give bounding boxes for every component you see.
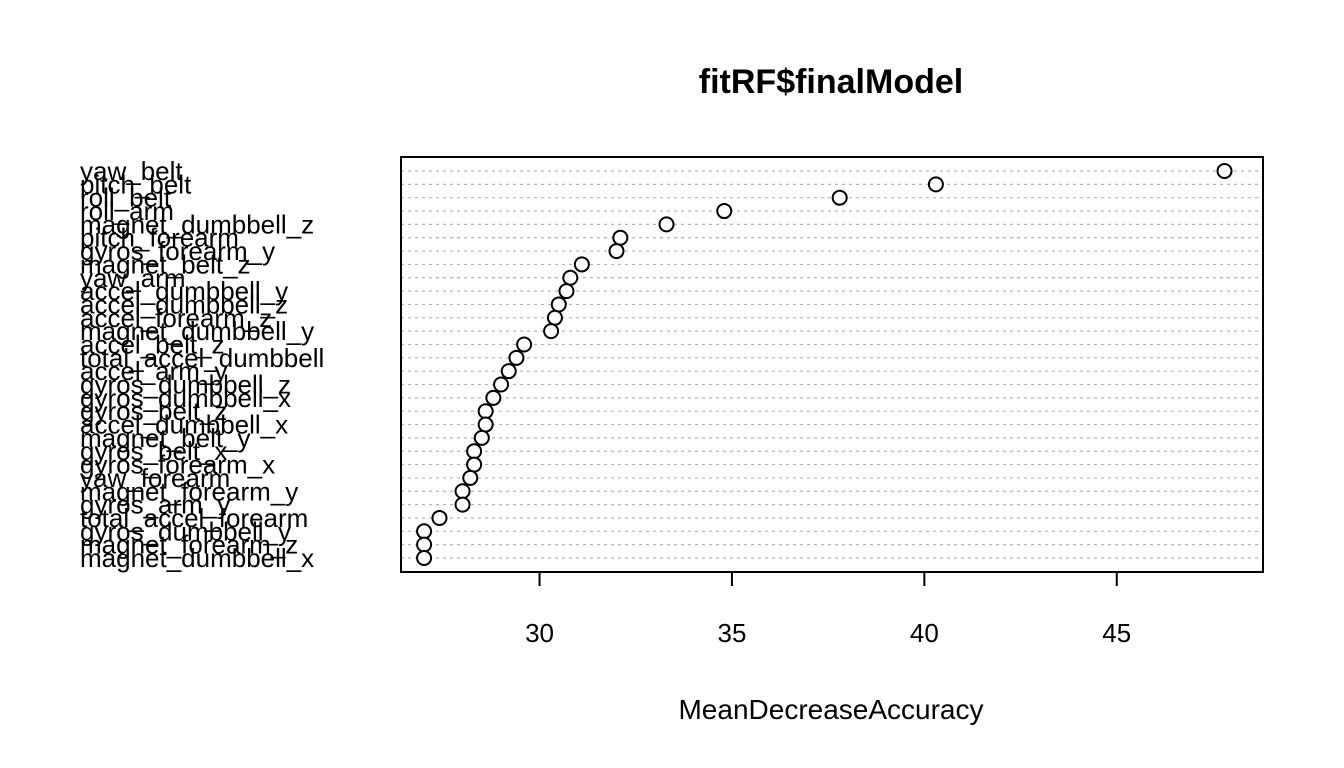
data-point — [558, 283, 575, 300]
x-tick-label: 35 — [717, 618, 746, 648]
data-point — [716, 203, 733, 220]
category-label: gyros_forearm_y — [80, 236, 275, 266]
category-label: accel_dumbbell_z — [80, 289, 288, 319]
category-label: gyros_dumbbell_y — [80, 516, 291, 546]
data-point — [658, 216, 675, 233]
data-point — [466, 456, 483, 473]
category-label: gyros_arm_y — [80, 490, 230, 520]
grid-lines — [401, 170, 1263, 559]
category-label: pitch_belt — [80, 169, 192, 199]
category-label: gyros_dumbbell_z — [80, 370, 291, 400]
data-point — [500, 363, 517, 380]
data-point — [454, 483, 471, 500]
data-point — [608, 243, 625, 260]
data-point — [477, 403, 494, 420]
data-point — [508, 349, 525, 366]
category-label: accel_dumbbell_y — [80, 276, 288, 306]
plot-frame — [400, 156, 1264, 573]
category-label: accel_belt_z — [80, 329, 225, 359]
data-point — [485, 389, 502, 406]
data-point — [466, 443, 483, 460]
data-point — [416, 536, 433, 553]
category-label: magnet_dumbbell_z — [80, 209, 314, 239]
x-tick-label: 30 — [525, 618, 554, 648]
category-label: magnet_dumbbell_x — [80, 543, 314, 573]
category-label: accel_arm_y — [80, 356, 227, 386]
data-point — [546, 309, 563, 326]
x-axis: 30 35 40 45 — [525, 571, 1131, 648]
data-point — [431, 509, 448, 526]
data-point — [573, 256, 590, 273]
category-label: accel_dumbbell_x — [80, 410, 288, 440]
data-point — [927, 176, 944, 193]
category-label: gyros_belt_z — [80, 396, 227, 426]
category-label: roll_belt — [80, 183, 172, 213]
x-tick-label: 45 — [1102, 618, 1131, 648]
category-label: gyros_forearm_x — [80, 450, 275, 480]
data-point — [550, 296, 567, 313]
data-point — [473, 429, 490, 446]
x-tick-label: 40 — [910, 618, 939, 648]
data-point — [562, 269, 579, 286]
data-point — [831, 189, 848, 206]
data-point — [516, 336, 533, 353]
category-label: pitch_forearm — [80, 223, 239, 253]
data-point — [416, 523, 433, 540]
data-point — [1216, 163, 1233, 179]
category-label: total_accel_dumbbell — [80, 343, 324, 373]
data-point — [477, 416, 494, 433]
category-label: magnet_dumbbell_y — [80, 316, 314, 346]
data-point — [462, 469, 479, 486]
chart-title: fitRF$finalModel — [699, 63, 963, 101]
category-label: accel_forearm_z — [80, 303, 272, 333]
category-label: yaw_arm — [80, 263, 185, 293]
category-label: gyros_belt_x — [80, 436, 227, 466]
category-label: magnet_forearm_y — [80, 476, 298, 506]
category-label: roll_arm — [80, 196, 174, 226]
category-label: yaw_forearm — [80, 463, 230, 493]
data-point — [543, 323, 560, 340]
data-point — [416, 550, 433, 566]
data-point — [612, 229, 629, 246]
category-label: magnet_belt_z — [80, 249, 251, 279]
data-point — [454, 496, 471, 513]
data-point — [493, 376, 510, 393]
category-label: magnet_belt_y — [80, 423, 251, 453]
category-label: gyros_dumbbell_x — [80, 383, 291, 413]
category-labels: yaw_beltpitch_beltroll_beltroll_armmagne… — [80, 156, 324, 573]
category-label: total_accel_forearm — [80, 503, 308, 533]
data-points — [416, 163, 1233, 566]
x-axis-label: MeanDecreaseAccuracy — [678, 694, 983, 725]
category-label: magnet_forearm_z — [80, 530, 298, 560]
category-label: yaw_belt — [80, 156, 183, 186]
